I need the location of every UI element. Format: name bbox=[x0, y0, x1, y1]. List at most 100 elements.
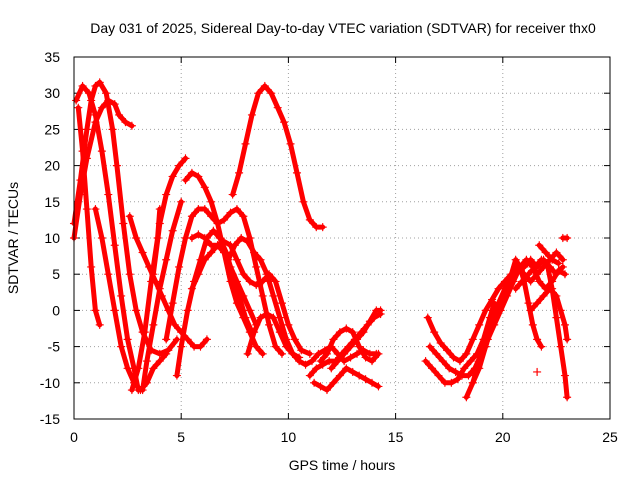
data-point bbox=[442, 346, 452, 355]
data-point bbox=[232, 255, 242, 264]
data-point bbox=[524, 299, 533, 308]
y-tick-label: 20 bbox=[44, 158, 60, 174]
data-point bbox=[91, 81, 100, 91]
y-tick-label: -15 bbox=[40, 411, 60, 427]
data-point bbox=[436, 338, 445, 348]
data-point bbox=[234, 168, 244, 177]
x-tick-label: 5 bbox=[177, 429, 185, 445]
data-point bbox=[194, 270, 203, 279]
data-point bbox=[537, 342, 546, 351]
data-point bbox=[91, 204, 100, 214]
data-point bbox=[560, 371, 570, 380]
data-point bbox=[228, 190, 237, 199]
series-arc-9 bbox=[172, 226, 257, 380]
data-point bbox=[468, 378, 477, 387]
data-point bbox=[500, 291, 510, 301]
data-point bbox=[82, 204, 91, 214]
data-point bbox=[423, 313, 432, 322]
data-point bbox=[515, 262, 525, 272]
data-point bbox=[74, 103, 83, 112]
data-point bbox=[155, 356, 164, 366]
data-point bbox=[563, 233, 572, 243]
y-tick-label: 0 bbox=[52, 302, 60, 318]
data-point bbox=[288, 349, 297, 358]
data-point bbox=[357, 328, 366, 337]
data-point bbox=[472, 349, 482, 358]
data-point bbox=[76, 190, 85, 199]
data-point bbox=[318, 223, 327, 232]
y-tick-label: 30 bbox=[44, 85, 60, 101]
y-tick-label: 15 bbox=[44, 194, 60, 210]
data-point bbox=[258, 349, 267, 358]
data-point bbox=[460, 364, 469, 373]
data-point bbox=[310, 378, 319, 387]
data-point bbox=[187, 212, 197, 221]
data-point bbox=[104, 270, 113, 279]
series-arc-3 bbox=[74, 103, 104, 329]
data-point bbox=[434, 371, 443, 380]
series-arc-10 bbox=[162, 204, 287, 358]
data-point bbox=[127, 385, 136, 395]
data-point bbox=[125, 270, 134, 279]
series-arc-30 bbox=[558, 233, 572, 243]
data-point bbox=[237, 233, 246, 243]
data-point bbox=[494, 306, 503, 315]
y-tick-label: -10 bbox=[40, 375, 60, 391]
data-point bbox=[168, 172, 177, 181]
data-point bbox=[552, 291, 561, 301]
data-point bbox=[507, 270, 516, 279]
data-point bbox=[367, 356, 377, 366]
data-point bbox=[367, 378, 377, 387]
series-trace bbox=[423, 300, 497, 386]
data-point bbox=[104, 190, 113, 199]
data-point bbox=[374, 349, 383, 358]
series-arc-29 bbox=[535, 241, 563, 268]
series-arc-16 bbox=[228, 81, 327, 232]
data-point bbox=[207, 197, 216, 206]
data-point bbox=[524, 270, 533, 279]
data-point bbox=[97, 147, 106, 156]
data-point bbox=[475, 320, 484, 329]
data-point bbox=[149, 364, 158, 373]
series-arc-25 bbox=[468, 255, 546, 387]
data-point bbox=[541, 248, 550, 257]
data-point bbox=[91, 118, 100, 127]
data-point bbox=[97, 233, 106, 243]
data-point bbox=[138, 248, 147, 257]
data-point bbox=[335, 371, 344, 380]
x-tick-label: 25 bbox=[602, 429, 618, 445]
data-point bbox=[554, 259, 563, 268]
data-point bbox=[183, 306, 192, 315]
series-arc-5 bbox=[91, 204, 171, 395]
data-point bbox=[284, 320, 293, 329]
data-point bbox=[425, 342, 435, 351]
data-point bbox=[307, 356, 317, 366]
series-arc-12 bbox=[181, 168, 267, 358]
data-point bbox=[256, 313, 265, 322]
data-point bbox=[316, 382, 325, 391]
data-point bbox=[247, 110, 257, 120]
data-point bbox=[269, 291, 278, 301]
data-point bbox=[114, 110, 124, 120]
data-point bbox=[82, 154, 91, 163]
data-point bbox=[267, 89, 276, 98]
series-arc-8 bbox=[149, 154, 190, 279]
data-point bbox=[376, 309, 385, 319]
data-point bbox=[352, 349, 362, 358]
data-point bbox=[181, 175, 190, 185]
data-point bbox=[194, 172, 203, 181]
data-point bbox=[545, 284, 555, 293]
data-point bbox=[239, 313, 248, 322]
data-point bbox=[331, 356, 340, 366]
data-point bbox=[363, 320, 372, 329]
data-point bbox=[162, 349, 171, 358]
data-point bbox=[258, 277, 267, 286]
data-point bbox=[209, 226, 218, 235]
data-point bbox=[301, 360, 310, 369]
data-point bbox=[177, 342, 186, 351]
data-point bbox=[314, 349, 323, 358]
data-point bbox=[556, 306, 565, 315]
series-arc-6 bbox=[125, 212, 212, 351]
data-point bbox=[119, 219, 128, 228]
